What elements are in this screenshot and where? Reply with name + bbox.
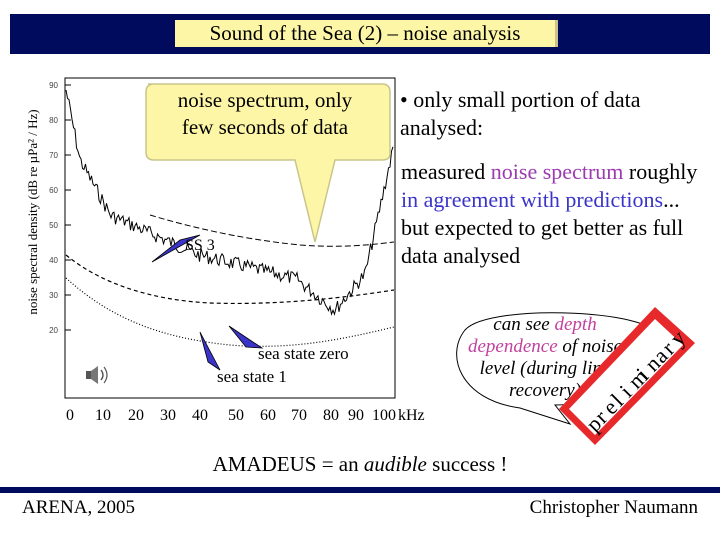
amadeus-line: AMADEUS = an audible success ! xyxy=(0,452,720,477)
y-axis-label: noise spectral density (dB re µPa² / Hz) xyxy=(25,109,40,314)
y-tick-label: 40 xyxy=(49,256,58,265)
x-tick-label: 80 xyxy=(323,407,339,424)
y-ticks: 90 80 70 60 50 40 30 20 xyxy=(49,81,71,335)
callout-shape xyxy=(145,83,391,243)
bullet-text: • only small portion of data analysed: xyxy=(400,87,641,140)
x-tick-label: 40 xyxy=(192,407,208,424)
x-tick-label: 90 xyxy=(348,407,364,424)
bubble-part-1: can see xyxy=(493,314,555,335)
amadeus-part-2: success ! xyxy=(426,452,508,476)
prediction-curve-sea-state-1 xyxy=(65,254,395,305)
measured-spectrum-line xyxy=(65,89,394,316)
measured-part-3: ... but expected to get better as full d… xyxy=(401,187,684,268)
y-tick-label: 60 xyxy=(49,186,58,195)
depth-highlight: depth dependence xyxy=(467,314,597,357)
x-tick-label: 0 xyxy=(66,407,74,424)
measured-part-1: measured xyxy=(401,159,491,184)
footer-divider xyxy=(0,487,720,493)
y-tick-label: 70 xyxy=(49,151,58,160)
sea-state-zero-label: sea state zero xyxy=(258,344,349,363)
prediction-curve-ss3 xyxy=(149,214,395,247)
x-tick-label: 50 xyxy=(228,407,244,424)
slide-title: Sound of the Sea (2) – noise analysis xyxy=(175,20,558,47)
y-tick-label: 30 xyxy=(49,291,58,300)
bubble-text: can see depth dependence of noise level … xyxy=(455,314,635,402)
x-ticks: 0 10 20 30 40 50 60 70 80 90 100 xyxy=(66,407,396,424)
measured-text: measured noise spectrum roughly in agree… xyxy=(401,158,711,270)
speaker-icon xyxy=(86,366,108,384)
x-tick-label: 70 xyxy=(291,407,307,424)
agreement-highlight: in agreement with predictions xyxy=(401,187,664,212)
x-unit-label: kHz xyxy=(398,407,425,424)
measured-part-2: roughly xyxy=(623,159,698,184)
ss3-pointer xyxy=(151,234,201,263)
noise-spectrum-highlight: noise spectrum xyxy=(490,159,624,184)
plot-frame xyxy=(64,77,396,399)
callout-text: noise spectrum, only few seconds of data xyxy=(145,87,385,159)
prediction-curve-sea-state-zero xyxy=(65,277,395,347)
sea-state-1-label: sea state 1 xyxy=(217,367,287,386)
ss3-label: SS 3 xyxy=(185,237,215,254)
footer-left: ARENA, 2005 xyxy=(22,497,135,518)
sea-state-1-pointer xyxy=(199,331,221,371)
x-tick-label: 10 xyxy=(95,407,111,424)
bubble-part-2: of noise level (during line recovery) xyxy=(479,336,623,401)
y-tick-label: 50 xyxy=(49,221,58,230)
audible-word: audible xyxy=(363,452,427,476)
callout-line-2: few seconds of data xyxy=(181,115,349,139)
callout-line-1: noise spectrum, only xyxy=(177,88,353,112)
x-tick-label: 20 xyxy=(128,407,144,424)
x-tick-label: 60 xyxy=(260,407,276,424)
x-tick-label: 30 xyxy=(160,407,176,424)
y-tick-label: 90 xyxy=(49,81,58,90)
y-tick-label: 80 xyxy=(49,116,58,125)
title-bar: Sound of the Sea (2) – noise analysis xyxy=(10,14,710,54)
footer-right: Christopher Naumann xyxy=(529,497,698,518)
x-tick-label: 100 xyxy=(372,407,396,424)
sea-state-zero-pointer xyxy=(228,325,264,349)
amadeus-part-1: AMADEUS = an xyxy=(212,452,364,476)
y-tick-label: 20 xyxy=(49,326,58,335)
